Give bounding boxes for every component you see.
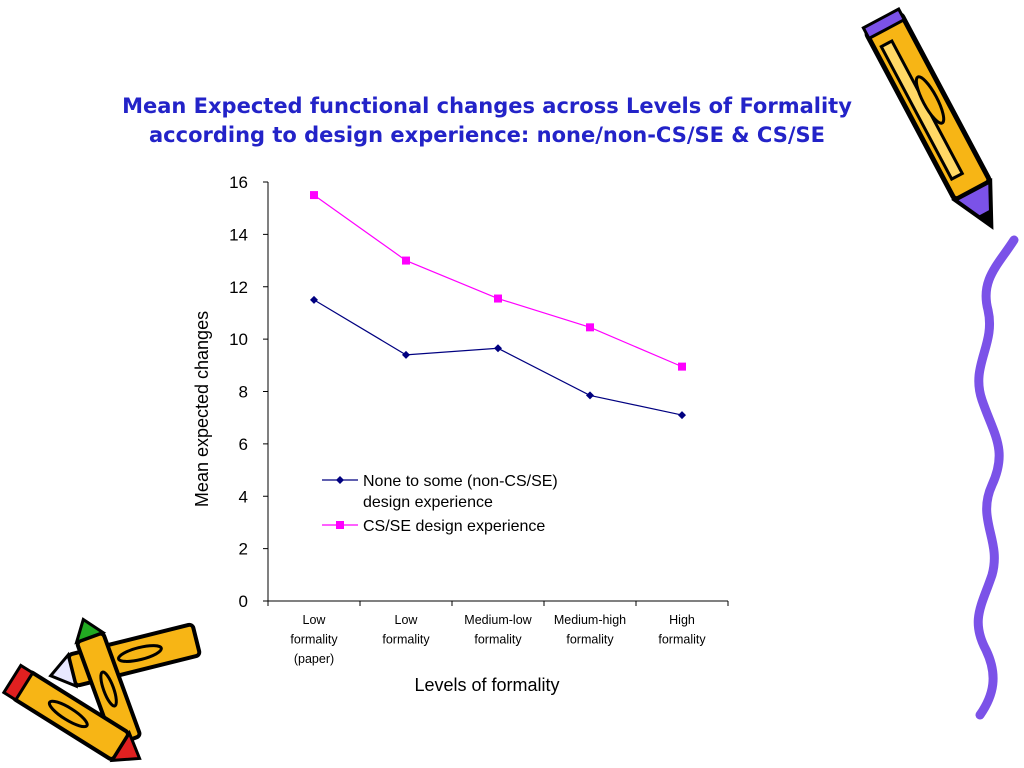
x-tick-label: High [669,613,695,627]
series-1 [310,295,686,420]
x-tick-labels: Low formality (paper) Low formality Medium-lo… [290,613,706,666]
y-tick-labels: 0 2 4 6 8 10 12 14 16 [229,173,248,611]
data-point [586,323,594,332]
series-2 [310,191,686,371]
legend-marker [336,476,344,484]
series-line [313,299,683,416]
slide-title-line2: according to design experience: none/non… [149,123,825,147]
data-point [310,295,318,304]
data-point [678,362,686,371]
legend-item-1: None to some (non-CS/SE) design experienc… [322,473,558,511]
y-tick-label: 6 [239,435,248,454]
y-tick-label: 8 [239,383,248,402]
x-tick-label: Medium-low [464,613,532,627]
purple-squiggle-border [973,235,1019,720]
data-point [494,294,502,303]
data-point [310,191,318,200]
x-tick-label: formality [566,633,614,647]
slide-title: Mean Expected functional changes across … [80,92,894,150]
x-tick-label: (paper) [294,652,334,666]
chart-axes [263,181,729,606]
data-point [678,411,686,420]
crayon-icon [1,617,202,763]
x-tick-label: Low [395,613,419,627]
legend-item-2: CS/SE design experience [322,518,545,535]
series-line [313,194,683,368]
x-tick-label: Low [303,613,327,627]
chart-legend: None to some (non-CS/SE) design experienc… [322,473,558,535]
data-point [586,391,594,400]
x-tick-label: formality [290,633,338,647]
legend-label: None to some (non-CS/SE) [363,473,558,490]
y-tick-label: 14 [229,225,248,244]
y-tick-label: 10 [229,330,248,349]
pencil-icon [861,7,994,230]
y-tick-label: 2 [239,540,248,559]
data-point [402,256,410,265]
legend-marker [336,521,344,529]
y-tick-label: 0 [239,592,248,611]
chart-series [310,191,686,420]
x-tick-label: formality [474,633,522,647]
y-axis-label: Mean expected changes [192,311,212,507]
legend-label: CS/SE design experience [363,518,545,535]
legend-label-cont: design experience [363,494,493,511]
y-tick-label: 12 [229,278,248,297]
data-point [402,350,410,359]
y-tick-label: 4 [239,487,248,506]
x-tick-label: formality [382,633,430,647]
x-tick-label: Medium-high [554,613,626,627]
x-tick-label: formality [658,633,706,647]
x-axis-label: Levels of formality [414,675,559,695]
slide-title-line1: Mean Expected functional changes across … [122,94,852,118]
y-tick-label: 16 [229,173,248,192]
data-point [494,344,502,353]
